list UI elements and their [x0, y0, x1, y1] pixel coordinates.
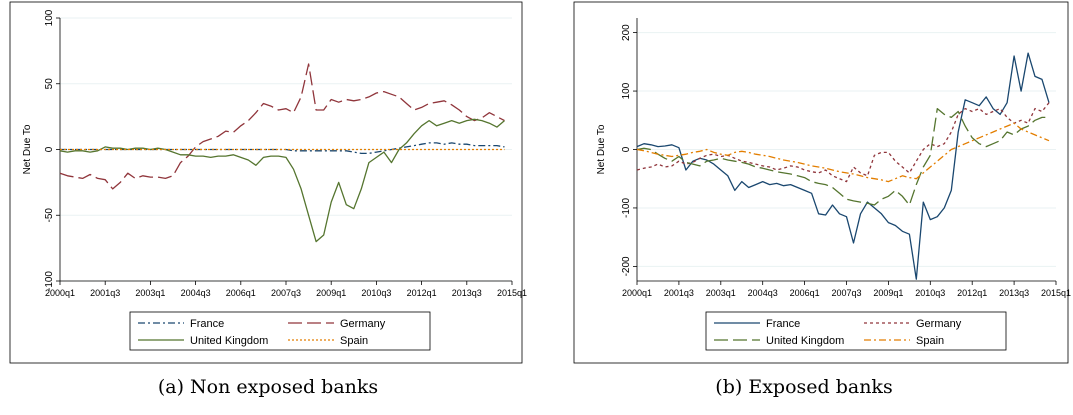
chart-b-x-tick-label: 2007q3	[831, 288, 861, 298]
chart-a-x-tick-label: 2009q1	[316, 288, 346, 298]
chart-b-y-tick-label: -200	[621, 256, 632, 276]
chart-a-x-tick-label: 2000q1	[45, 288, 75, 298]
chart-a-x-tick-label: 2004q3	[181, 288, 211, 298]
chart-b-x-tick-label: 2000q1	[622, 288, 652, 298]
chart-a-x-tick-label: 2001q3	[90, 288, 120, 298]
chart-b-y-axis-label: Net Due To	[596, 124, 607, 174]
chart-a-legend-label: Spain	[340, 335, 368, 347]
chart-b-x-tick-label: 2003q1	[706, 288, 736, 298]
chart-a-legend-label: United Kingdom	[190, 335, 268, 347]
chart-b-x-tick-label: 2015q1	[1041, 288, 1071, 298]
chart-a-legend-label: Germany	[340, 318, 386, 330]
chart-b-x-tick-label: 2006q1	[790, 288, 820, 298]
chart-a-y-tick-label: 100	[44, 9, 55, 26]
chart-b-y-tick-label: 0	[621, 146, 632, 152]
chart-b-caption: (b) Exposed banks	[536, 376, 1072, 398]
chart-b-x-tick-label: 2010q3	[915, 288, 945, 298]
chart-b-legend-label: France	[766, 318, 800, 330]
chart-a-x-tick-label: 2010q3	[361, 288, 391, 298]
chart-b-x-tick-label: 2001q3	[664, 288, 694, 298]
chart-a-legend-label: France	[190, 318, 224, 330]
chart-a-x-tick-label: 2015q1	[497, 288, 527, 298]
chart-a-y-tick-label: 0	[44, 146, 55, 152]
chart-b-x-tick-label: 2012q1	[957, 288, 987, 298]
chart-a-x-tick-label: 2006q1	[226, 288, 256, 298]
chart-b-svg: -200 -100 0 100 200 2000q1 2001q3 2003q1 2004q3 2…	[536, 0, 1072, 370]
chart-b-x-tick-label: 2009q1	[873, 288, 903, 298]
chart-b-legend-label: United Kingdom	[766, 335, 844, 347]
chart-b-legend-label: Germany	[916, 318, 962, 330]
chart-panel-b: -200 -100 0 100 200 2000q1 2001q3 2003q1 2004q3 2…	[536, 0, 1072, 415]
chart-b-x-tick-label: 2013q3	[999, 288, 1029, 298]
chart-b-y-tick-label: 100	[621, 82, 632, 99]
chart-b-y-tick-label: 200	[621, 24, 632, 41]
chart-a-y-tick-label: -50	[44, 208, 55, 223]
chart-a-y-axis-label: Net Due To	[22, 124, 33, 174]
chart-panel-a: -100 -50 0 50 100 2000q1 2001q3 2003q1 2004q3 200…	[0, 0, 536, 415]
chart-a-caption: (a) Non exposed banks	[0, 376, 536, 398]
chart-a-y-tick-label: 50	[44, 78, 55, 90]
chart-b-x-tick-label: 2004q3	[748, 288, 778, 298]
chart-a-x-tick-label: 2013q3	[452, 288, 482, 298]
chart-b-y-tick-label: -100	[621, 197, 632, 217]
chart-a-x-tick-label: 2003q1	[135, 288, 165, 298]
chart-a-x-tick-label: 2012q1	[407, 288, 437, 298]
chart-b-legend-label: Spain	[916, 335, 944, 347]
chart-a-x-tick-label: 2007q3	[271, 288, 301, 298]
